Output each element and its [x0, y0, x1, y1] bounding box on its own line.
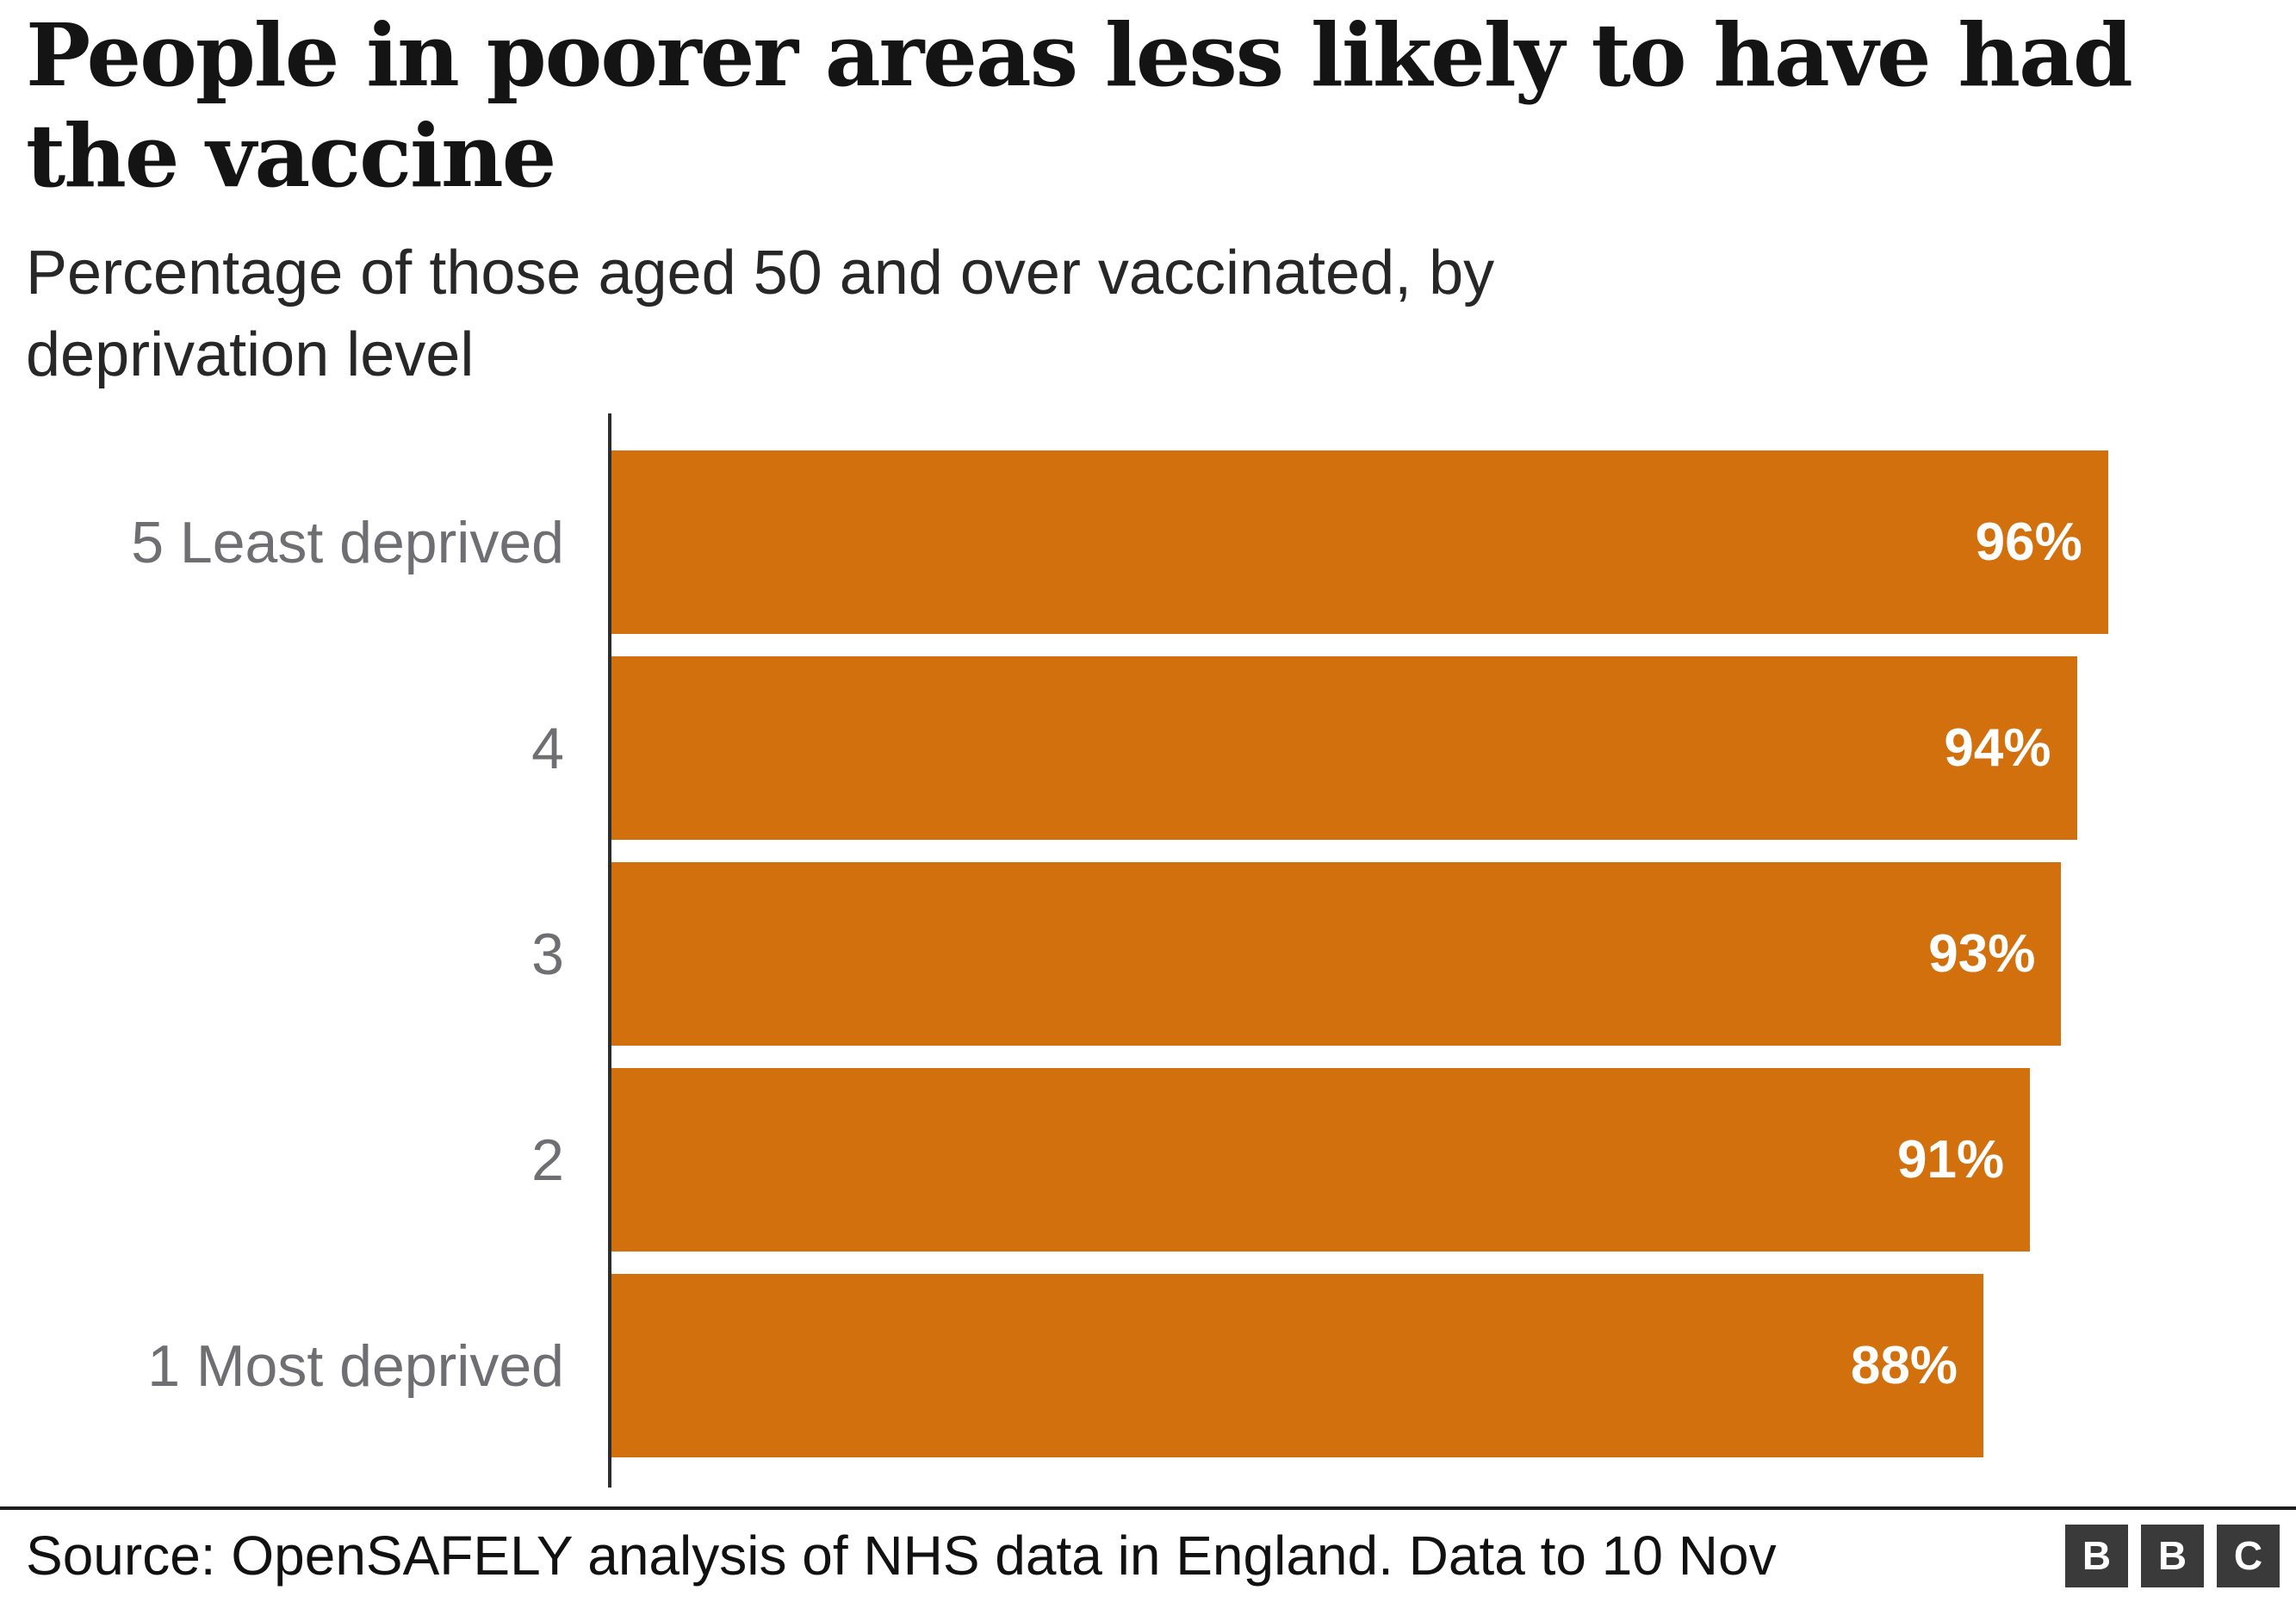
bar-value-label: 93% [1928, 924, 2036, 985]
bar: 88% [611, 1274, 1983, 1458]
bar-track: 94% [611, 645, 2296, 851]
bar-value-label: 94% [1944, 718, 2051, 779]
bbc-logo-square: B [2141, 1524, 2204, 1587]
category-label: 3 [531, 921, 564, 987]
bar-row: 4 94% [0, 645, 2296, 851]
chart-subtitle: Percentage of those aged 50 and over vac… [26, 239, 1495, 390]
category-label: 5 Least deprived [131, 509, 564, 575]
bar: 93% [611, 862, 2062, 1047]
category-label: 2 [531, 1127, 564, 1193]
bar-value-label: 88% [1850, 1336, 1958, 1396]
bar: 91% [611, 1068, 2031, 1252]
bar-row: 5 Least deprived 96% [0, 439, 2296, 645]
footer: Source: OpenSAFELY analysis of NHS data … [0, 1510, 2296, 1587]
bar-value-label: 91% [1897, 1130, 2005, 1190]
bbc-logo-square: C [2217, 1524, 2280, 1587]
bar-track: 91% [611, 1057, 2296, 1263]
bar-row: 2 91% [0, 1057, 2296, 1263]
footer-divider [0, 1506, 2296, 1511]
bar-track: 88% [611, 1263, 2296, 1469]
bar: 94% [611, 656, 2077, 841]
bbc-logo-square: B [2065, 1524, 2128, 1587]
chart-title: People in poorer areas less likely to ha… [26, 4, 2133, 207]
category-label: 1 Most deprived [147, 1332, 564, 1399]
bar-value-label: 96% [1975, 512, 2082, 573]
bar-chart: 5 Least deprived 96% 4 94% 3 93% 2 91% 1 Most de… [0, 413, 2296, 1488]
bar-row: 3 93% [0, 851, 2296, 1057]
y-axis-line [608, 413, 611, 1488]
bar: 96% [611, 450, 2108, 635]
category-label: 4 [531, 715, 564, 781]
bar-row: 1 Most deprived 88% [0, 1263, 2296, 1469]
bar-rows: 5 Least deprived 96% 4 94% 3 93% 2 91% 1 Most de… [0, 439, 2296, 1469]
bar-track: 96% [611, 439, 2296, 645]
source-note: Source: OpenSAFELY analysis of NHS data … [26, 1525, 1777, 1587]
bar-track: 93% [611, 851, 2296, 1057]
